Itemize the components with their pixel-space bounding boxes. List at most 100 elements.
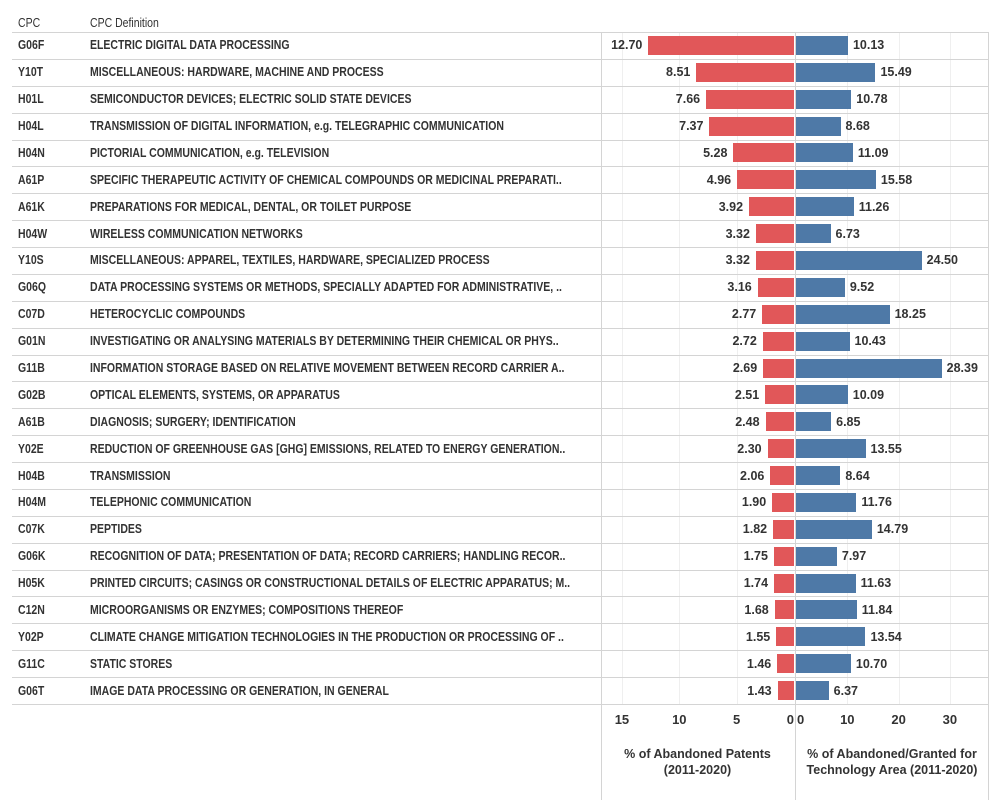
zero-divider [795, 32, 796, 800]
row-divider [12, 166, 988, 168]
tick-right: 20 [891, 712, 906, 727]
label-ratio: 15.58 [880, 172, 913, 187]
label-abandoned: 1.55 [745, 629, 771, 644]
cpc-definition: OPTICAL ELEMENTS, SYSTEMS, OR APPARATUS [90, 387, 340, 402]
bar-ratio [796, 277, 845, 297]
cpc-code: G06Q [18, 280, 47, 295]
bar-abandoned [772, 492, 794, 512]
label-abandoned: 2.06 [740, 468, 765, 483]
bar-ratio [796, 600, 857, 620]
label-abandoned: 1.75 [743, 549, 768, 564]
bar-abandoned [773, 546, 794, 566]
cpc-code: C12N [18, 602, 45, 617]
row-divider [12, 542, 988, 544]
label-abandoned: 1.46 [746, 656, 772, 671]
cpc-definition: MISCELLANEOUS: HARDWARE, MACHINE AND PRO… [90, 65, 384, 80]
bar-abandoned [737, 170, 794, 190]
cpc-definition: TRANSMISSION OF DIGITAL INFORMATION, e.g… [90, 119, 504, 134]
cpc-definition: SPECIFIC THERAPEUTIC ACTIVITY OF CHEMICA… [90, 172, 562, 187]
cpc-definition: SEMICONDUCTOR DEVICES; ELECTRIC SOLID ST… [90, 92, 412, 107]
bar-ratio [796, 546, 837, 566]
bar-abandoned [774, 600, 794, 620]
tick-left: 5 [733, 712, 741, 727]
label-abandoned: 2.30 [737, 441, 762, 456]
label-abandoned: 12.70 [611, 38, 643, 53]
row-divider [12, 408, 988, 410]
label-ratio: 28.39 [946, 361, 978, 375]
cpc-definition: TELEPHONIC COMMUNICATION [90, 495, 252, 510]
bar-abandoned [709, 116, 794, 136]
cpc-definition: WIRELESS COMMUNICATION NETWORKS [90, 226, 303, 241]
row-divider [12, 273, 988, 275]
cpc-code: A61P [18, 172, 45, 187]
cpc-code: H04L [18, 119, 44, 134]
bar-ratio [796, 385, 848, 405]
label-ratio: 18.25 [894, 307, 926, 322]
label-abandoned: 1.68 [744, 602, 769, 617]
label-ratio: 11.09 [857, 145, 889, 160]
header-cpc: CPC [18, 16, 41, 30]
cpc-code: A61B [18, 414, 45, 429]
label-ratio: 14.79 [876, 522, 909, 537]
label-abandoned: 2.77 [731, 307, 757, 322]
row-divider [12, 435, 988, 437]
gridline-right [949, 32, 951, 704]
bar-abandoned [762, 331, 794, 351]
bar-abandoned [733, 143, 794, 163]
cpc-code: H04M [18, 495, 47, 510]
row-divider [12, 381, 988, 383]
row-divider [12, 220, 988, 222]
label-ratio: 13.54 [870, 629, 902, 644]
label-abandoned: 2.48 [735, 414, 760, 429]
bar-abandoned [765, 385, 794, 405]
bar-abandoned [648, 35, 794, 55]
label-abandoned: 3.32 [725, 253, 750, 268]
bar-ratio [796, 519, 872, 539]
bar-abandoned [763, 358, 794, 378]
label-ratio: 13.55 [870, 441, 902, 456]
cpc-definition: PEPTIDES [90, 522, 142, 537]
label-abandoned: 1.90 [741, 495, 767, 510]
tick-left: 10 [672, 712, 687, 727]
cpc-definition: ELECTRIC DIGITAL DATA PROCESSING [90, 38, 290, 53]
row-divider [12, 32, 988, 33]
cpc-code: G11B [18, 361, 45, 375]
bar-ratio [796, 170, 876, 190]
row-divider [12, 462, 988, 464]
bar-ratio [796, 250, 922, 270]
cpc-code: Y10T [18, 65, 44, 80]
cpc-definition: PREPARATIONS FOR MEDICAL, DENTAL, OR TOI… [90, 199, 412, 214]
row-divider [12, 112, 988, 114]
label-ratio: 8.64 [845, 468, 870, 483]
row-divider [12, 704, 988, 705]
bar-abandoned [777, 654, 794, 674]
cpc-code: G06K [18, 549, 46, 564]
bar-ratio [796, 89, 852, 109]
cpc-definition: MICROORGANISMS OR ENZYMES; COMPOSITIONS … [90, 602, 404, 617]
bar-ratio [796, 304, 890, 324]
cpc-code: A61K [18, 199, 45, 214]
cpc-definition: MISCELLANEOUS: APPAREL, TEXTILES, HARDWA… [90, 253, 490, 268]
axis-title-right: % of Abandoned/Granted for Technology Ar… [806, 747, 978, 777]
cpc-definition: TRANSMISSION [90, 468, 171, 483]
cpc-code: G02B [18, 387, 46, 402]
label-ratio: 7.97 [841, 549, 867, 564]
label-ratio: 9.52 [849, 280, 875, 295]
bar-ratio [796, 654, 851, 674]
bar-ratio [796, 224, 831, 244]
row-divider [12, 85, 988, 87]
gridline-left [621, 32, 623, 704]
cpc-definition: RECOGNITION OF DATA; PRESENTATION OF DAT… [90, 549, 566, 564]
row-divider [12, 300, 988, 302]
bar-abandoned [776, 627, 794, 647]
tick-right: 0 [797, 712, 805, 727]
bar-ratio [796, 439, 866, 459]
cpc-code: G01N [18, 334, 46, 349]
tick-right: 10 [840, 712, 855, 727]
cpc-code: Y02P [18, 629, 44, 644]
cpc-definition: DIAGNOSIS; SURGERY; IDENTIFICATION [90, 414, 296, 429]
label-ratio: 6.85 [836, 414, 861, 429]
bar-abandoned [762, 304, 794, 324]
row-divider [12, 596, 988, 598]
row-divider [12, 569, 988, 571]
